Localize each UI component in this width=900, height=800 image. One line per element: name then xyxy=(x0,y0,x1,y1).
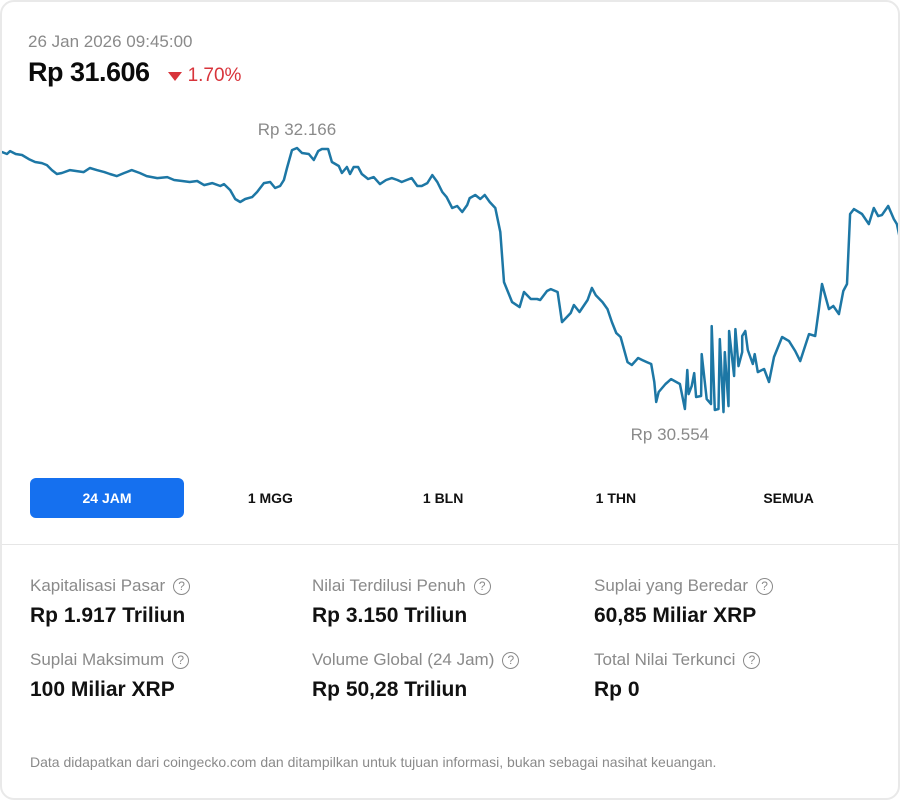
stat-item: Nilai Terdilusi Penuh? Rp 3.150 Triliun xyxy=(312,576,594,628)
range-button-1-mgg[interactable]: 1 MGG xyxy=(247,490,293,506)
divider xyxy=(2,544,898,545)
help-icon[interactable]: ? xyxy=(502,651,520,669)
stat-value: Rp 0 xyxy=(594,678,640,701)
stat-label-text: Suplai Maksimum xyxy=(30,650,165,669)
range-button-semua[interactable]: SEMUA xyxy=(763,490,814,506)
range-button-24-jam[interactable]: 24 JAM xyxy=(30,478,184,518)
high-price-label: Rp 32.166 xyxy=(258,120,336,139)
stat-label: Suplai Maksimum? xyxy=(30,650,312,670)
range-button-1-thn[interactable]: 1 THN xyxy=(595,490,637,506)
stat-item: Suplai yang Beredar? 60,85 Miliar XRP xyxy=(594,576,876,628)
stat-label-text: Nilai Terdilusi Penuh xyxy=(312,576,466,595)
stat-label: Kapitalisasi Pasar? xyxy=(30,576,312,596)
disclaimer: Data didapatkan dari coingecko.com dan d… xyxy=(30,754,717,770)
stat-label-text: Volume Global (24 Jam) xyxy=(312,650,495,669)
price-change: 1.70% xyxy=(167,64,242,87)
stats-grid: Kapitalisasi Pasar? Rp 1.917 Triliun Nilai… xyxy=(30,576,880,702)
price-line xyxy=(2,146,898,414)
stat-item: Suplai Maksimum? 100 Miliar XRP xyxy=(30,650,312,702)
stat-label-text: Suplai yang Beredar xyxy=(594,576,749,595)
help-icon[interactable]: ? xyxy=(743,651,761,669)
stat-label: Nilai Terdilusi Penuh? xyxy=(312,576,594,596)
triangle-down-icon xyxy=(167,72,182,81)
price-row: Rp 31.606 1.70% xyxy=(28,57,241,88)
stat-value: Rp 50,28 Triliun xyxy=(312,678,468,701)
help-icon[interactable]: ? xyxy=(173,577,191,595)
stat-label: Total Nilai Terkunci? xyxy=(594,650,876,670)
range-button-1-bln[interactable]: 1 BLN xyxy=(422,490,464,506)
stat-item: Total Nilai Terkunci? Rp 0 xyxy=(594,650,876,702)
stat-value: 100 Miliar XRP xyxy=(30,678,175,701)
price-chart: Rp 32.166 Rp 30.554 xyxy=(2,120,898,444)
stat-label-text: Total Nilai Terkunci xyxy=(594,650,736,669)
stat-value: Rp 1.917 Triliun xyxy=(30,604,186,627)
stat-item: Volume Global (24 Jam)? Rp 50,28 Triliun xyxy=(312,650,594,702)
price-change-percent: 1.70% xyxy=(187,64,242,86)
stat-item: Kapitalisasi Pasar? Rp 1.917 Triliun xyxy=(30,576,312,628)
help-icon[interactable]: ? xyxy=(473,577,491,595)
stat-value: Rp 3.150 Triliun xyxy=(312,604,468,627)
stat-label-text: Kapitalisasi Pasar xyxy=(30,576,166,595)
stat-label: Volume Global (24 Jam)? xyxy=(312,650,594,670)
timestamp: 26 Jan 2026 09:45:00 xyxy=(28,32,193,51)
range-selector: 24 JAM 1 MGG 1 BLN 1 THN SEMUA xyxy=(30,478,875,518)
stat-label: Suplai yang Beredar? xyxy=(594,576,876,596)
help-icon[interactable]: ? xyxy=(172,651,190,669)
current-price: Rp 31.606 xyxy=(28,57,150,87)
stat-value: 60,85 Miliar XRP xyxy=(594,604,757,627)
help-icon[interactable]: ? xyxy=(756,577,774,595)
low-price-label: Rp 30.554 xyxy=(631,425,709,444)
